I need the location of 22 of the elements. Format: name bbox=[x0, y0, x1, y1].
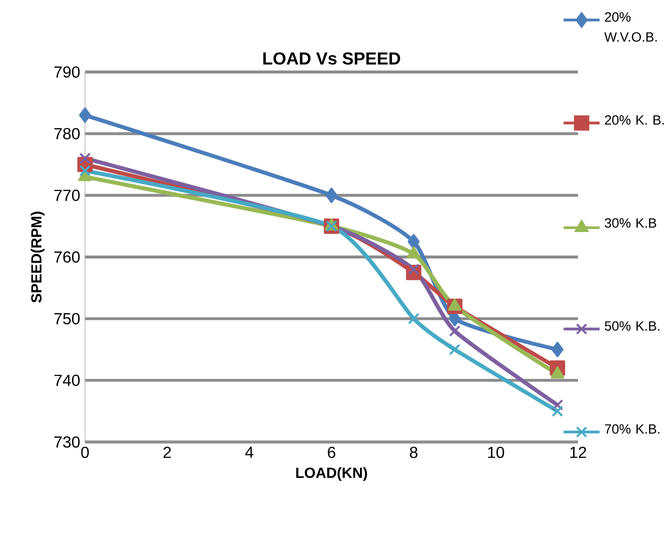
legend-label: 20% K. B. bbox=[604, 115, 664, 125]
x-tick-label: 12 bbox=[570, 446, 586, 458]
y-tick-label: 770 bbox=[54, 190, 80, 201]
x-tick-label: 0 bbox=[81, 446, 89, 458]
chart-title: LOAD Vs SPEED bbox=[263, 52, 400, 65]
y-axis-title: SPEED(RPM) bbox=[30, 212, 44, 303]
x-tick-label: 4 bbox=[245, 446, 254, 458]
y-tick-label: 740 bbox=[54, 374, 80, 386]
legend-label: 70% K.B. bbox=[604, 424, 660, 434]
y-tick-label: 790 bbox=[54, 66, 80, 78]
x-tick-label: 6 bbox=[328, 446, 336, 458]
x-tick-label: 2 bbox=[164, 446, 171, 458]
legend-label: 30% K.B bbox=[604, 218, 656, 228]
y-tick-label: 760 bbox=[54, 251, 80, 263]
x-tick-label: 8 bbox=[410, 446, 418, 458]
x-tick-label: 10 bbox=[488, 446, 504, 458]
y-tick-label: 750 bbox=[54, 313, 80, 324]
y-tick-label: 780 bbox=[54, 128, 80, 140]
legend-label: 20% W.V.O.B. bbox=[604, 12, 657, 42]
legend-label: 50% K.B. bbox=[604, 321, 660, 331]
y-tick-label: 730 bbox=[54, 436, 80, 448]
x-axis-title: LOAD(KN) bbox=[296, 467, 368, 481]
